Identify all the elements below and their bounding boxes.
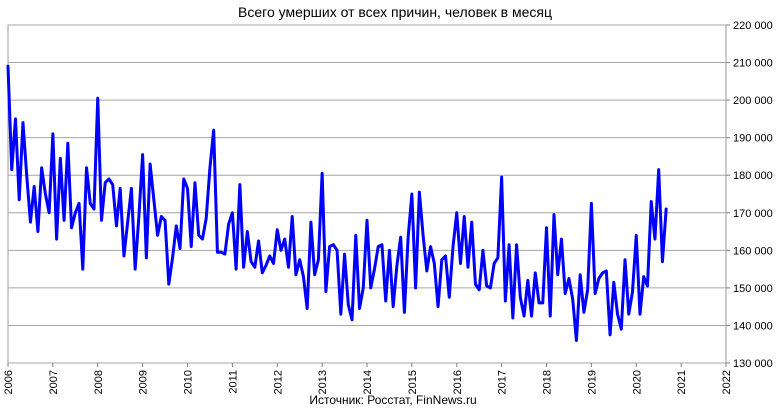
x-tick-label: 2014 [362, 370, 374, 394]
chart-title: Всего умерших от всех причин, человек в … [238, 4, 552, 20]
y-tick-label: 210 000 [733, 58, 773, 70]
y-tick-label: 180 000 [733, 170, 773, 182]
x-tick-label: 2013 [317, 370, 329, 394]
y-tick-label: 160 000 [733, 245, 773, 257]
y-tick-label: 200 000 [733, 95, 773, 107]
y-tick-label: 150 000 [733, 283, 773, 295]
x-tick-label: 2016 [452, 370, 464, 394]
y-tick-label: 220 000 [733, 20, 773, 32]
y-tick-label: 190 000 [733, 133, 773, 145]
x-tick-label: 2022 [721, 370, 733, 394]
x-tick-label: 2015 [407, 370, 419, 394]
series-group [6, 64, 668, 342]
source-note: Источник: Росстат, FinNews.ru [309, 393, 476, 407]
x-tick-label: 2021 [676, 370, 688, 394]
y-tick-label: 130 000 [733, 358, 773, 370]
x-tick-label: 2018 [542, 370, 554, 394]
series-line [6, 64, 668, 342]
x-axis-ticks: 2006 2007 2008 2009 2010 2011 2012 2013 2014 2015… [3, 363, 733, 394]
x-tick-label: 2019 [586, 370, 598, 394]
y-axis-ticks: 130 000 140 000 150 000 160 000 170 000 180 0… [726, 20, 773, 370]
x-tick-label: 2020 [631, 370, 643, 394]
x-tick-label: 2010 [183, 370, 195, 394]
x-tick-label: 2007 [48, 370, 60, 394]
x-tick-label: 2008 [93, 370, 105, 394]
x-tick-label: 2011 [227, 370, 239, 394]
y-tick-label: 170 000 [733, 208, 773, 220]
y-tick-label: 140 000 [733, 320, 773, 332]
x-tick-label: 2009 [138, 370, 150, 394]
x-tick-label: 2006 [3, 370, 15, 394]
x-tick-label: 2012 [272, 370, 284, 394]
x-tick-label: 2017 [497, 370, 509, 394]
